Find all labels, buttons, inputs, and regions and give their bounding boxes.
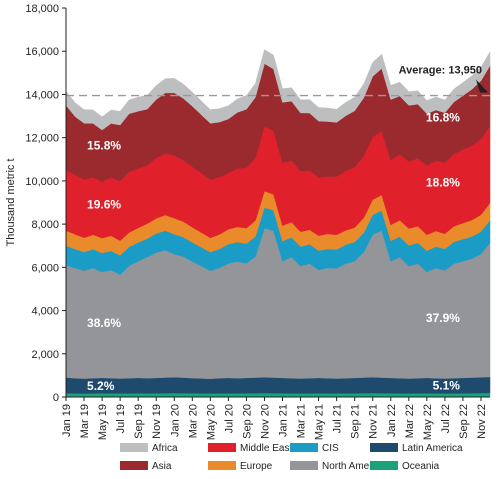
y-tick-label: 8,000 [31,219,59,231]
legend: Africa Middle East CIS Latin America Asia Eur… [120,443,463,472]
legend-label: Latin America [402,443,463,454]
x-tick-label: Jan 21 [278,404,290,437]
x-tick-label: Sep 19 [133,404,145,439]
x-tick-label: May 19 [97,404,109,440]
annotation-middle-east-right: 18.8% [426,176,460,190]
annotation-latin-america-right: 5.1% [433,378,461,392]
legend-swatch [290,461,318,470]
x-tick-label: May 22 [422,404,434,440]
legend-item-cis: CIS [290,443,339,454]
y-tick-label: 14,000 [25,89,59,101]
y-tick-label: 6,000 [31,262,59,274]
legend-label: Middle East [240,443,292,454]
x-tick-label: May 20 [205,404,217,440]
x-tick-label: Sep 20 [241,404,253,439]
x-tick-label: Nov 21 [368,404,380,439]
legend-swatch [208,443,236,452]
x-tick-label: Mar 22 [404,404,416,438]
legend-swatch [370,461,398,470]
area-latin-america [65,376,491,394]
y-tick-label: 2,000 [31,349,59,361]
area-layers [65,49,491,398]
y-tick-label: 18,000 [25,3,59,15]
legend-label: Asia [152,461,172,472]
legend-swatch [290,443,318,452]
annotation-north-america-right: 37.9% [426,311,460,325]
percentage-annotations: 15.8% 16.8% 19.6% 18.8% 38.6% 37.9% 5.2% 5.1% [87,110,460,392]
x-tick-label: Jul 21 [332,404,344,433]
x-tick-label: Mar 20 [187,404,199,438]
annotation-middle-east-left: 19.6% [87,198,121,212]
x-tick-label: Sep 21 [350,404,362,439]
legend-swatch [120,443,148,452]
legend-item-oceania: Oceania [370,461,440,472]
legend-swatch [208,461,236,470]
x-tick-label: Jan 20 [169,404,181,437]
annotation-north-america-left: 38.6% [87,316,121,330]
x-tick-label: Jan 22 [386,404,398,437]
legend-item-north-america: North America [290,461,386,472]
y-axis-title: Thousand metric t [5,158,17,246]
legend-item-europe: Europe [208,461,273,472]
y-tick-label: 10,000 [25,176,59,188]
legend-item-asia: Asia [120,461,172,472]
y-axis: 0 2,000 4,000 6,000 8,000 10,000 12,000 14,000 1… [5,3,67,404]
y-tick-label: 12,000 [25,133,59,145]
y-tick-label: 0 [53,392,59,404]
x-tick-label: Nov 19 [151,404,163,439]
x-tick-label: May 21 [314,404,326,440]
legend-item-middle-east: Middle East [208,443,292,454]
legend-swatch [370,443,398,452]
x-tick-label: Mar 21 [296,404,308,438]
legend-label: North America [322,461,386,472]
annotation-latin-america-left: 5.2% [87,379,115,393]
area-africa [65,49,491,131]
average-pointer [476,79,488,93]
average-line-group: Average: 13,950 [66,65,490,97]
x-tick-label: Jul 20 [223,404,235,433]
average-label: Average: 13,950 [399,65,482,77]
legend-label: CIS [322,443,339,454]
legend-item-africa: Africa [120,443,178,454]
x-axis: Jan 19 Mar 19 May 19 Jul 19 Sep 19 Nov 19 Jan … [61,396,490,440]
x-tick-label: Jan 19 [61,404,73,437]
x-tick-label: Jul 22 [440,404,452,433]
y-tick-label: 4,000 [31,306,59,318]
x-tick-label: Mar 19 [79,404,91,438]
legend-label: Europe [240,461,273,472]
legend-item-latin-america: Latin America [370,443,463,454]
x-tick-label: Sep 22 [458,404,470,439]
x-tick-label: Jul 19 [115,404,127,433]
annotation-asia-right: 16.8% [426,110,460,124]
annotation-asia-left: 15.8% [87,139,121,153]
y-tick-label: 16,000 [25,46,59,58]
legend-label: Oceania [402,461,440,472]
legend-label: Africa [152,443,178,454]
legend-swatch [120,461,148,470]
x-tick-label: Nov 22 [476,404,488,439]
x-tick-label: Nov 20 [259,404,271,439]
